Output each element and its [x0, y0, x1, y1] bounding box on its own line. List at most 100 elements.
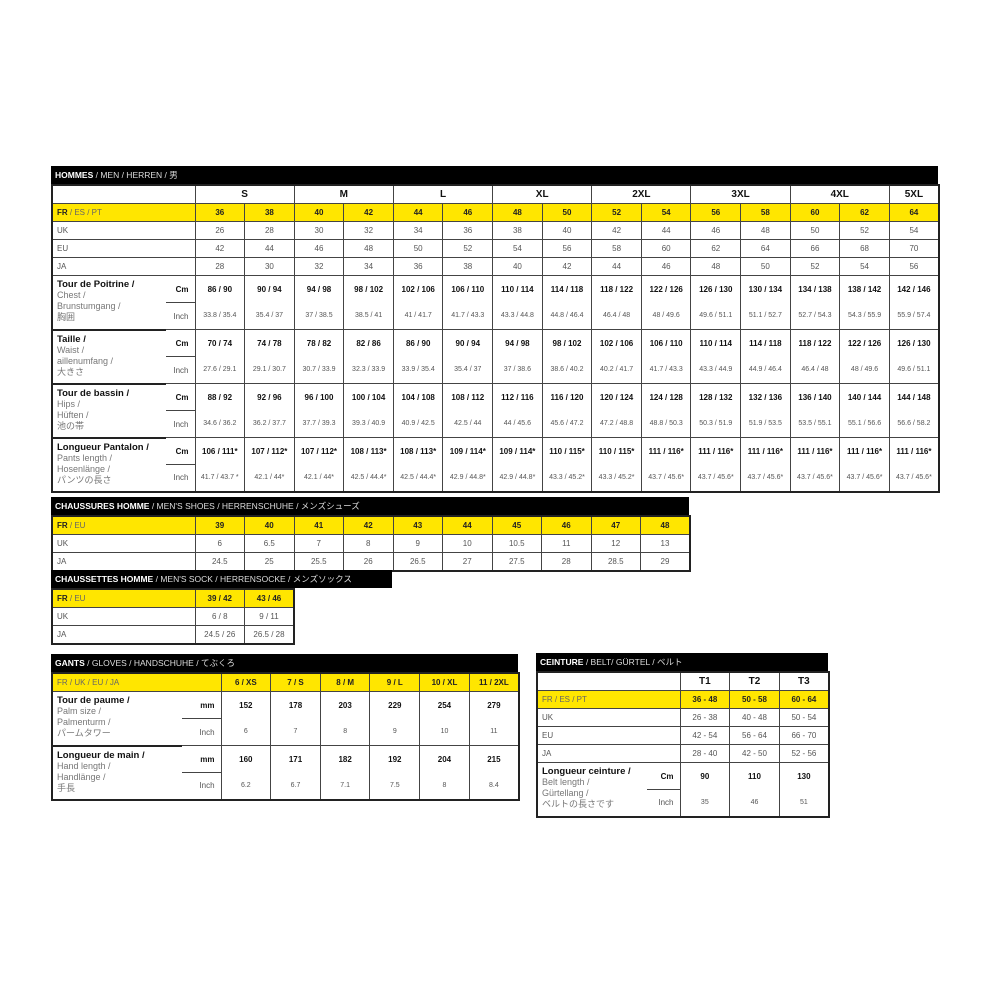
measure-inch-cell: 9: [369, 718, 421, 746]
measure-cm-cell: 98 / 102: [541, 329, 593, 357]
measure-inch-cell: 36.2 / 37.7: [244, 410, 295, 438]
size-cell: 62: [690, 239, 742, 258]
unit-cm: Cm: [166, 383, 196, 411]
size-label: M: [293, 184, 394, 204]
measure-cm-cell: 86 / 90: [392, 329, 444, 357]
row-label: JA: [51, 625, 196, 645]
measure-inch-cell: 50.3 / 51.9: [690, 410, 742, 438]
measure-cm-cell: 126 / 130: [888, 329, 940, 357]
measure-inch-cell: 43.3 / 44.9: [690, 356, 742, 384]
size-cell: 40: [541, 221, 593, 240]
size-cell: 46: [690, 221, 742, 240]
unit-cm: Cm: [647, 762, 681, 790]
measure-cm-cell: 152: [220, 691, 272, 719]
size-label: 2XL: [591, 184, 692, 204]
measure-row-inch: Inch 35 46 51: [537, 789, 830, 817]
measure-cm-cell: 94 / 98: [293, 275, 345, 303]
measure-label-line: Hand length /: [57, 760, 111, 771]
measure-inch-cell: 35.4 / 37: [244, 302, 295, 330]
measure-row-cm: Tour de bassin / Hips / Hüften / 池の帯 Cm 88 / …: [51, 383, 940, 439]
measure-label-line: Longueur ceinture /: [542, 766, 631, 777]
size-cell: 44: [591, 257, 642, 276]
size-cell: 48: [343, 239, 394, 258]
measure-cm-cell: 279: [468, 691, 520, 719]
unit-cm: mm: [182, 745, 222, 773]
title-translations: / MEN / HERREN / 男: [93, 170, 178, 180]
measure-cm-cell: 82 / 86: [343, 329, 394, 357]
size-cell: 28 - 40: [679, 744, 731, 763]
size-cell: 52: [442, 239, 494, 258]
measure-inch-cell: 41.7 / 43.3: [442, 302, 494, 330]
measure-label-line: Taille /: [57, 333, 86, 345]
fr-size-cell: 52: [591, 203, 642, 222]
measure-label: Longueur de main / Hand length / Handlänge…: [51, 745, 182, 801]
fr-size-cell: 42: [343, 203, 394, 222]
size-label: T3: [778, 671, 830, 691]
fr-size-cell: 47: [590, 515, 641, 535]
unit-cm: Cm: [166, 275, 196, 303]
size-cell: 40: [492, 257, 543, 276]
measure-cm-cell: 144 / 148: [888, 383, 940, 411]
size-cell: 10.5: [491, 534, 542, 553]
fr-label-rest: / ES / PT: [67, 208, 102, 217]
measure-inch-cell: 49.6 / 51.1: [690, 302, 742, 330]
fr-label-rest: FR / UK / EU / JA: [57, 678, 120, 687]
size-cell: 6 / 8: [194, 607, 245, 626]
size-cell: 70: [888, 239, 940, 258]
fr-size-cell: 39: [194, 515, 245, 535]
size-cell: 50: [789, 221, 841, 240]
size-cell: 66: [789, 239, 841, 258]
title-main: GANTS: [55, 658, 85, 668]
measure-inch-cell: 6.2: [220, 772, 272, 800]
measure-inch-cell: 35: [679, 789, 731, 817]
size-cell: 13: [640, 534, 691, 553]
measure-cm-cell: 122 / 126: [640, 275, 692, 303]
fr-size-row: FR / ES / PT 36 38 40 42 44 46 48 50 52 54 56 58 60 62…: [51, 203, 940, 222]
size-cell: 56: [888, 257, 940, 276]
size-cell: 66 - 70: [778, 726, 830, 745]
fr-label-bold: FR: [57, 521, 68, 530]
fr-size-cell: 54: [640, 203, 692, 222]
fr-size-row: FR / ES / PT 36 - 48 50 - 58 60 - 64: [536, 690, 830, 709]
size-label: T2: [729, 671, 780, 691]
fr-size-cell: 44: [442, 515, 493, 535]
measure-inch-cell: 48.8 / 50.3: [640, 410, 692, 438]
measure-cm-cell: 203: [319, 691, 371, 719]
measure-row-cm: Taille / Waist / aillenumfang / 大きさ Cm 70 / 7…: [51, 329, 940, 385]
size-cell: 9: [392, 534, 443, 553]
measure-cm-cell: 102 / 106: [392, 275, 444, 303]
size-cell: 42: [194, 239, 246, 258]
measure-cm-cell: 111 / 116*: [740, 437, 791, 465]
size-grid: T1 T2 T3 FR / ES / PT 36 - 48 50 - 58 60 - 64 U…: [536, 671, 830, 818]
fr-size-cell: 46: [442, 203, 494, 222]
measure-label-line: 胸囲: [57, 312, 76, 322]
size-label: T1: [679, 671, 731, 691]
measure-row-cm: Longueur de main / Hand length / Handlänge…: [51, 745, 520, 801]
measure-cm-cell: 100 / 104: [343, 383, 394, 411]
conversion-row: UK 6 6.5 7 8 9 10 10.5 11 12 13: [51, 534, 691, 553]
measure-cm-cell: 112 / 116: [492, 383, 543, 411]
fr-size-cell: 7 / S: [270, 672, 321, 692]
measure-inch-cell: 27.6 / 29.1: [194, 356, 246, 384]
size-cell: 42: [591, 221, 642, 240]
size-cell: 29: [640, 552, 691, 572]
measure-inch-cell: 41.7 / 43.3: [640, 356, 692, 384]
measure-inch-cell: 41.7 / 43.7 *: [194, 464, 246, 492]
measure-label-line: ベルトの長さです: [542, 799, 615, 809]
row-label: UK: [51, 534, 196, 553]
measure-cm-cell: 109 / 114*: [492, 437, 543, 465]
unit-inch: Inch: [647, 789, 681, 817]
measure-cm-cell: 108 / 113*: [343, 437, 394, 465]
measure-cm-cell: 192: [369, 745, 421, 773]
size-cell: 25.5: [293, 552, 344, 572]
measure-cm-cell: 102 / 106: [591, 329, 642, 357]
measure-cm-cell: 108 / 113*: [392, 437, 444, 465]
fr-size-cell: 64: [888, 203, 940, 222]
measure-inch-cell: 55.9 / 57.4: [888, 302, 940, 330]
size-cell: 46: [640, 257, 692, 276]
fr-label-rest: FR / ES / PT: [542, 695, 587, 704]
measure-inch-cell: 46.4 / 48: [591, 302, 642, 330]
measure-cm-cell: 104 / 108: [392, 383, 444, 411]
measure-inch-cell: 53.5 / 55.1: [789, 410, 841, 438]
fr-size-cell: 43: [392, 515, 443, 535]
